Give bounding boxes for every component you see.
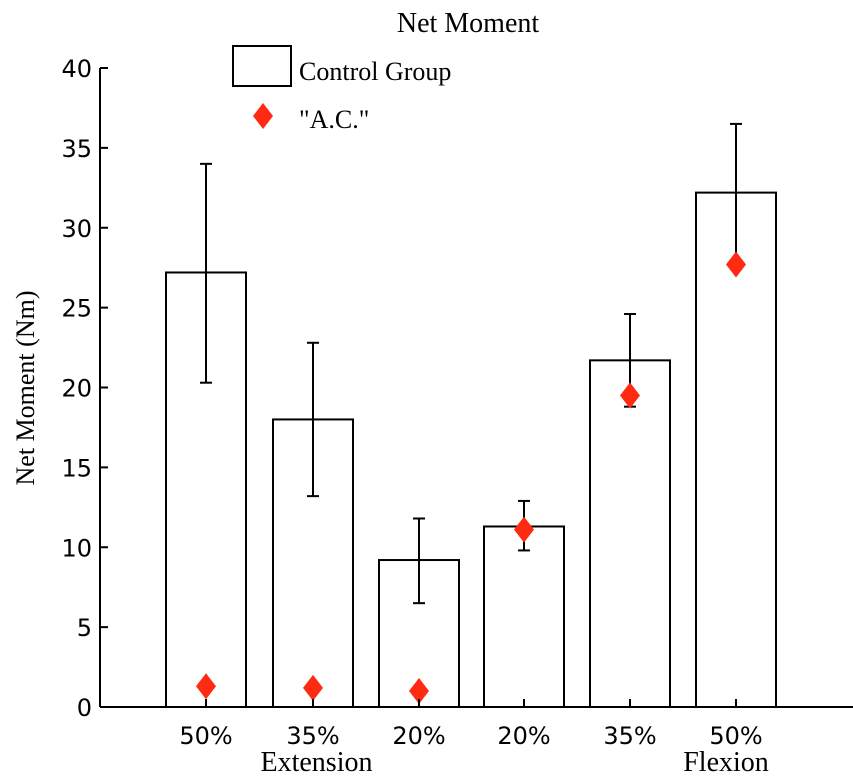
bar-4 [589, 359, 671, 708]
bars-layer [165, 191, 777, 709]
y-axis-label: Net Moment (Nm) [11, 291, 40, 486]
x-tick-label-3: 20% [497, 722, 550, 750]
ac-marker-3 [514, 516, 534, 543]
legend-swatch-ac [253, 103, 273, 129]
legend-label-control-group: Control Group [299, 57, 451, 86]
legend-label-ac: "A.C." [299, 105, 369, 134]
bar-5 [695, 191, 777, 709]
y-ticks-layer: 0 5 10 15 20 25 30 35 40 [61, 55, 108, 722]
y-tick-label-1: 5 [77, 614, 92, 642]
x-tick-label-0: 50% [179, 722, 232, 750]
ac-marker-2 [409, 678, 429, 705]
legend-swatch-control-group [232, 45, 292, 87]
ac-marker-5 [726, 251, 746, 278]
x-tick-label-5: 50% [709, 722, 762, 750]
group-labels-layer: Extension Flexion [261, 747, 769, 776]
y-tick-label-0: 0 [77, 694, 92, 722]
x-ticks-layer: 50% 35% 20% 20% 35% 50% [179, 699, 763, 750]
y-tick-label-3: 15 [61, 454, 92, 482]
y-tick-label-8: 40 [61, 55, 92, 83]
chart-title: Net Moment [397, 8, 540, 39]
y-tick-label-2: 10 [61, 534, 92, 562]
legend: Control Group "A.C." [232, 45, 451, 134]
y-tick-label-7: 35 [61, 135, 92, 163]
ac-marker-0 [196, 673, 216, 700]
x-tick-label-4: 35% [603, 722, 656, 750]
plot-area: 0 5 10 15 20 25 30 35 40 50% 35% 20% 20% 35% 50% Exte… [61, 55, 853, 776]
bar-3 [483, 525, 565, 708]
x-tick-label-1: 35% [286, 722, 339, 750]
y-tick-label-5: 25 [61, 295, 92, 323]
group-label-extension: Extension [261, 747, 373, 776]
ac-marker-4 [620, 382, 640, 409]
markers-layer [196, 251, 746, 705]
group-label-flexion: Flexion [683, 747, 769, 776]
ac-marker-1 [303, 674, 323, 701]
y-tick-label-4: 20 [61, 375, 92, 403]
y-tick-label-6: 30 [61, 215, 92, 243]
x-tick-label-2: 20% [392, 722, 445, 750]
